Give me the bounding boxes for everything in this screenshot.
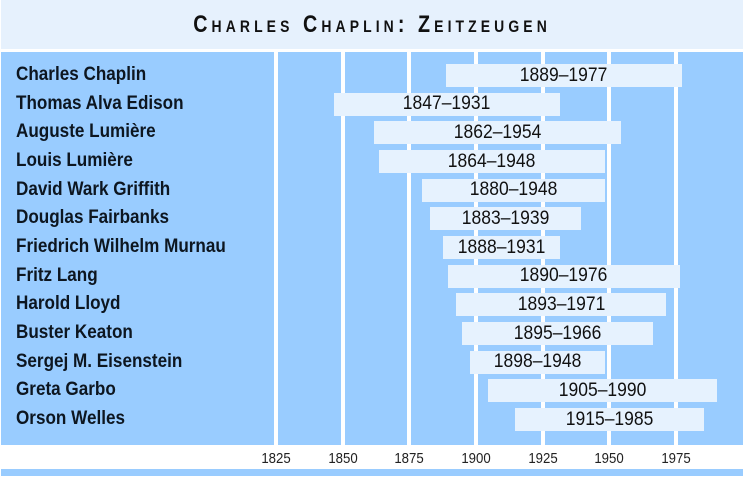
x-tick-label: 1975: [661, 450, 691, 467]
row-label: Sergej M. Eisenstein: [16, 350, 183, 372]
gridline-1825: [274, 52, 278, 445]
lifespan-label: 1883–1939: [461, 207, 550, 229]
row-label: Harold Lloyd: [16, 293, 121, 315]
lifespan-bar: 1893–1971: [456, 293, 667, 317]
gridline-1950: [607, 52, 612, 445]
gridline-1875: [407, 52, 412, 445]
lifespan-label: 1888–1931: [457, 236, 546, 258]
row-label: Friedrich Wilhelm Murnau: [16, 236, 226, 258]
lifespan-bar: 1895–1966: [461, 322, 654, 346]
lifespan-bar: 1847–1931: [333, 92, 560, 116]
chart-area: Charles Chaplin 1889–1977 Thomas Alva Edis…: [1, 52, 743, 445]
row-label: Fritz Lang: [16, 264, 98, 286]
row-label: Douglas Fairbanks: [16, 207, 169, 229]
lifespan-label: 1915–1985: [565, 408, 654, 430]
x-tick-label: 1875: [394, 450, 425, 467]
row-label: Auguste Lumière: [16, 121, 156, 143]
row-label: Louis Lumière: [16, 150, 133, 171]
lifespan-label: 1893–1971: [517, 293, 606, 315]
lifespan-label: 1898–1948: [493, 351, 582, 373]
lifespan-label: 1847–1931: [402, 93, 491, 115]
lifespan-label: 1880–1948: [469, 179, 558, 201]
lifespan-bar: 1915–1985: [515, 408, 704, 432]
lifespan-label: 1905–1990: [558, 379, 647, 401]
row-label: Thomas Alva Edison: [16, 92, 184, 114]
x-tick-label: 1850: [327, 450, 358, 467]
lifespan-bar: 1880–1948: [421, 178, 606, 202]
chart-title: Charles Chaplin: Zeitzeugen: [193, 10, 551, 38]
row-label: Charles Chaplin: [16, 64, 147, 85]
lifespan-label: 1862–1954: [453, 121, 542, 143]
row-label: Orson Welles: [16, 408, 125, 430]
gridline-1975: [674, 52, 679, 445]
row-label: Buster Keaton: [16, 322, 133, 344]
x-axis: 1825 1850 1875 1900 1925 1950 1975: [0, 445, 744, 469]
lifespan-bar: 1864–1948: [379, 150, 606, 173]
row-label: Greta Garbo: [16, 379, 116, 401]
lifespan-bar: 1890–1976: [448, 264, 680, 288]
lifespan-bar: 1889–1977: [445, 64, 683, 87]
x-tick-label: 1825: [261, 450, 291, 467]
row-label: David Wark Griffith: [16, 178, 171, 200]
lifespan-label: 1889–1977: [520, 64, 608, 86]
x-tick-label: 1950: [594, 450, 625, 467]
bottom-strip: [1, 469, 743, 476]
lifespan-label: 1895–1966: [513, 322, 602, 344]
lifespan-label: 1864–1948: [448, 150, 536, 172]
lifespan-bar: 1883–1939: [429, 207, 582, 231]
gridline-1850: [340, 52, 345, 445]
x-tick-label: 1925: [528, 450, 558, 467]
lifespan-bar: 1898–1948: [469, 350, 606, 374]
lifespan-bar: 1888–1931: [443, 236, 560, 260]
lifespan-label: 1890–1976: [520, 265, 608, 287]
lifespan-bar: 1905–1990: [488, 379, 718, 403]
title-band: Charles Chaplin: Zeitzeugen: [1, 0, 743, 49]
x-tick-label: 1900: [461, 450, 491, 467]
lifespan-bar: 1862–1954: [373, 121, 622, 145]
